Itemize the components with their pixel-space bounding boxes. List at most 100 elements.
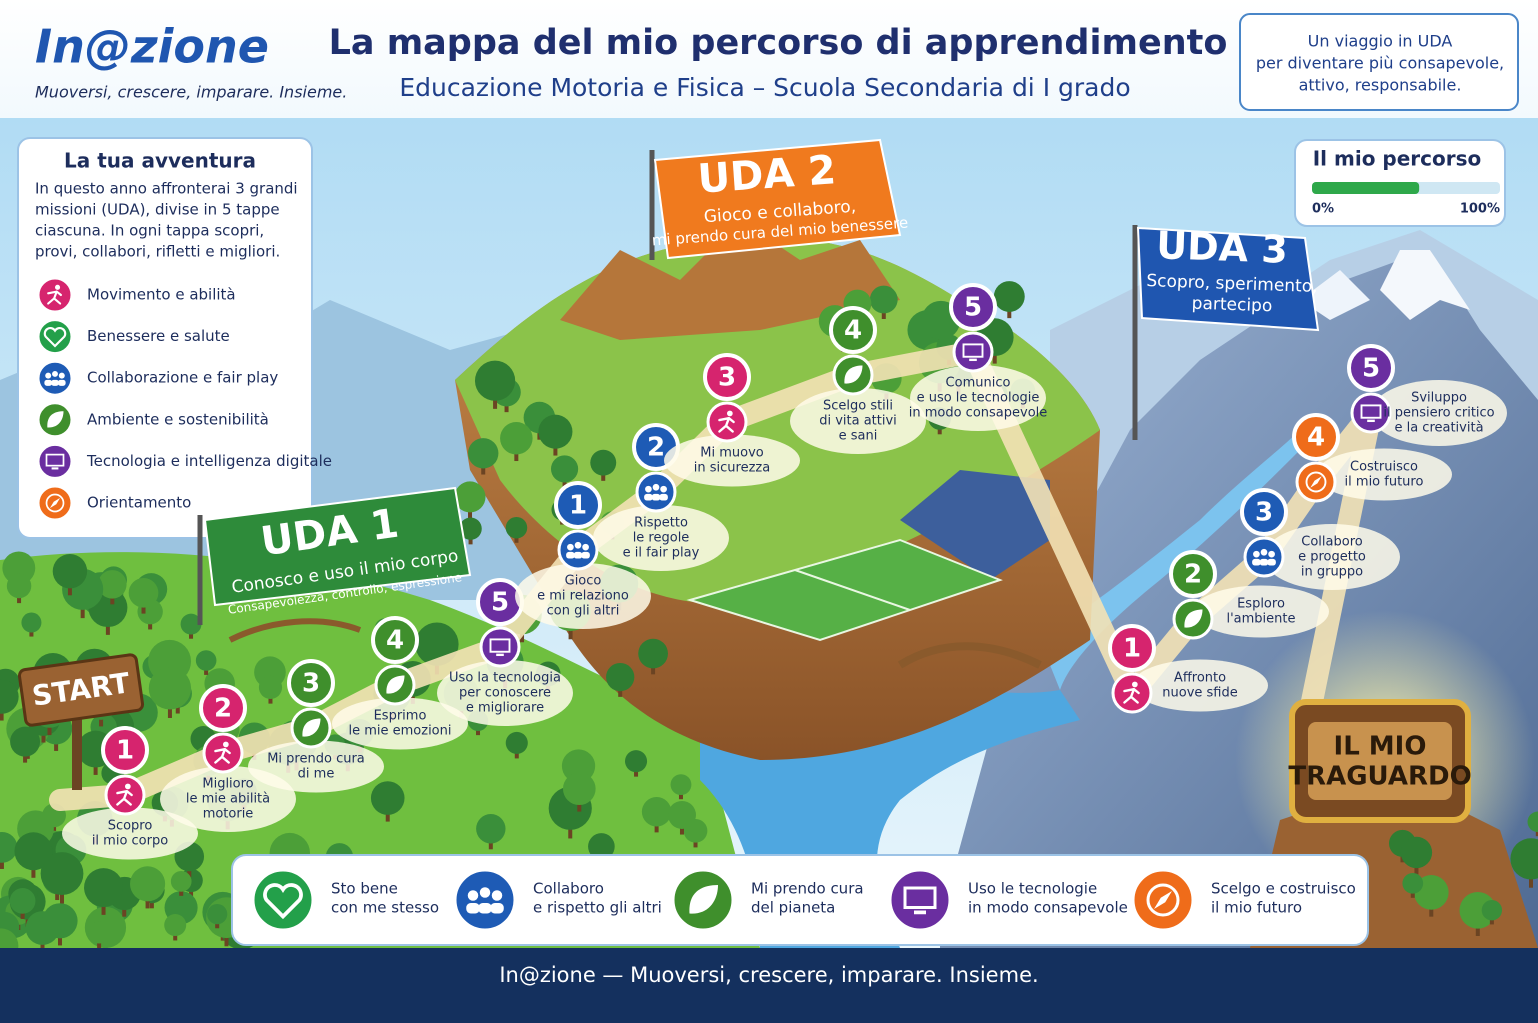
icon-head	[1253, 550, 1260, 558]
tree-trunk	[514, 534, 519, 543]
tree	[148, 667, 192, 710]
icon-stand	[496, 653, 504, 657]
icon-badge	[952, 331, 994, 373]
tree	[562, 772, 596, 806]
tree	[505, 731, 528, 755]
tree-trunk	[215, 920, 220, 929]
tagline: Muoversi, crescere, imparare. Insieme.	[35, 83, 347, 102]
tree	[130, 866, 166, 902]
step-label-bg	[1193, 585, 1329, 638]
progress-end: 100%	[1460, 202, 1500, 217]
icon-heart	[43, 327, 67, 348]
icon-body	[490, 903, 504, 914]
icon-body	[57, 379, 66, 386]
adventure-text: In questo anno affronterai 3 grandi	[35, 180, 298, 198]
step-label: motorie	[203, 807, 254, 822]
icon-badge	[479, 626, 521, 668]
value-label: del pianeta	[751, 899, 835, 917]
icon-body	[51, 379, 59, 386]
step-number: 3	[302, 669, 320, 699]
step-label-bg	[1264, 524, 1400, 590]
step-label-bg	[62, 807, 198, 860]
icon-body	[1259, 558, 1269, 566]
step-number: 3	[1255, 498, 1273, 528]
icon-head	[567, 543, 574, 551]
tree	[10, 726, 41, 757]
step-label: Rispetto	[634, 516, 688, 531]
value-label: il mio futuro	[1211, 899, 1302, 917]
tree	[500, 421, 533, 455]
icon-compass	[1305, 471, 1327, 493]
step-label: Collaboro	[1301, 535, 1362, 550]
icon-screen	[1360, 404, 1382, 419]
step-number-badge	[1240, 488, 1288, 536]
tree-trunk	[99, 713, 104, 727]
step-number: 1	[569, 491, 587, 521]
icon-body	[581, 551, 590, 559]
icon-screen	[489, 638, 511, 653]
step-label-bg	[593, 505, 729, 571]
snow	[1300, 270, 1370, 320]
step-number-badge	[554, 481, 602, 529]
tree	[1527, 811, 1538, 833]
step-label-bg	[1132, 659, 1268, 712]
tree	[128, 577, 159, 608]
step-label: e il fair play	[623, 546, 700, 561]
tree	[869, 285, 898, 314]
step-label: in gruppo	[1301, 565, 1363, 580]
progress-fill	[1312, 182, 1420, 194]
icon-leaf	[1184, 609, 1203, 628]
step-label: Esploro	[1237, 597, 1285, 612]
tree-trunk	[1410, 889, 1415, 898]
step-label: per conoscere	[459, 686, 551, 701]
icon-head	[645, 485, 652, 493]
tree	[468, 438, 499, 469]
values-panel	[231, 854, 1369, 946]
tree	[993, 281, 1025, 312]
icon-screen	[962, 343, 984, 358]
step-number-badge	[949, 283, 997, 331]
step-number-badge	[1108, 624, 1156, 672]
step-label: Scelgo stili	[823, 399, 893, 414]
tree-trunk	[568, 821, 573, 839]
icon-badge	[1350, 392, 1392, 434]
tree	[370, 781, 405, 815]
step-label: il pensiero critico	[1383, 406, 1494, 421]
step-number: 4	[1307, 423, 1325, 453]
stadium-stands	[900, 470, 1050, 580]
tree	[1510, 838, 1538, 880]
icon-head	[45, 372, 52, 379]
tree	[84, 868, 124, 908]
icon-leaf	[844, 365, 863, 384]
tree-trunk	[54, 738, 59, 751]
tree-trunk	[189, 887, 194, 897]
icon-heart	[263, 883, 303, 920]
tree-trunk	[1535, 827, 1538, 837]
tree-trunk	[17, 593, 22, 604]
step-label: il mio corpo	[92, 834, 168, 849]
tree	[538, 414, 573, 449]
tree-trunk	[145, 894, 150, 909]
icon-head	[223, 741, 229, 748]
step-label-bg	[664, 434, 800, 487]
icon-head	[1268, 550, 1275, 558]
goal-label: TRAGUARDO	[1288, 762, 1471, 792]
start-post	[72, 700, 82, 790]
icon-stand	[51, 467, 59, 470]
icon-head	[58, 372, 65, 379]
step-label: e uso le tecnologie	[917, 391, 1040, 406]
tree-trunk	[468, 506, 473, 519]
icon-needle	[1154, 891, 1172, 909]
tree-trunk	[80, 601, 85, 619]
step-label-bg	[437, 660, 573, 726]
icon-badge	[453, 868, 517, 932]
step-label: di me	[298, 767, 335, 782]
icon-stand	[914, 910, 926, 915]
tree-trunk	[189, 630, 194, 639]
tree	[590, 449, 617, 476]
tree	[476, 814, 506, 844]
icon-head	[1132, 681, 1138, 688]
step-label-bg	[910, 365, 1046, 431]
icon-head	[55, 284, 61, 290]
